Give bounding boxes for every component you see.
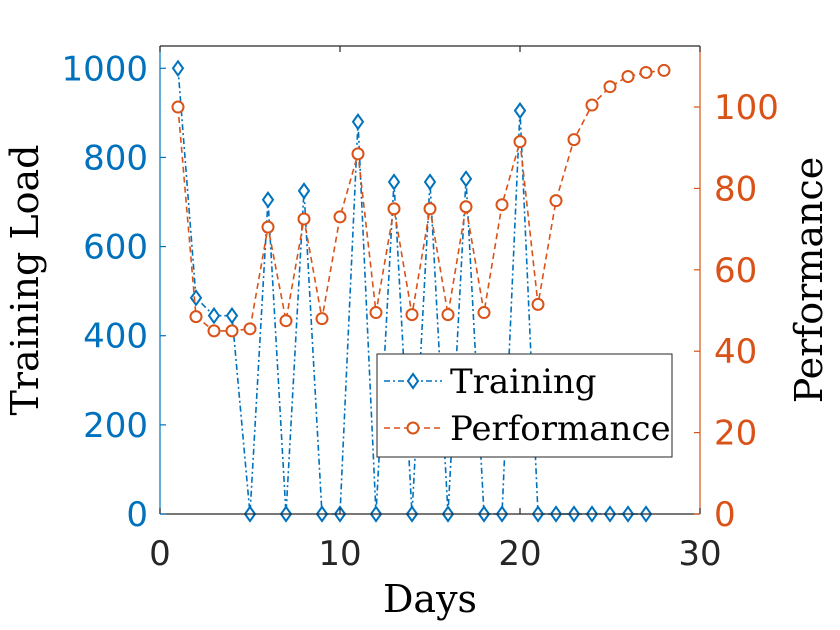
data-point-performance bbox=[639, 65, 653, 79]
y-left-tick-label: 600 bbox=[83, 228, 148, 268]
y-axis-left-label: Training Load bbox=[3, 145, 47, 416]
data-point-performance bbox=[549, 194, 563, 208]
data-point-training bbox=[351, 113, 365, 131]
data-point-performance bbox=[603, 80, 617, 94]
y-axis-right-label: Performance bbox=[787, 157, 831, 404]
data-point-performance bbox=[441, 308, 455, 322]
data-point-training bbox=[225, 306, 239, 325]
legend-marker-performance bbox=[406, 421, 420, 435]
data-point-performance bbox=[585, 98, 599, 112]
data-point-performance bbox=[567, 133, 581, 147]
data-point-performance bbox=[333, 210, 347, 224]
y-right-tick-label: 60 bbox=[714, 251, 757, 291]
y-left-tick-label: 0 bbox=[126, 495, 148, 535]
data-point-training bbox=[261, 191, 275, 209]
data-point-training bbox=[387, 173, 401, 191]
x-tick-label: 20 bbox=[498, 534, 541, 574]
legend-marker-training bbox=[406, 372, 420, 390]
data-point-performance bbox=[369, 306, 383, 320]
data-point-performance bbox=[621, 70, 635, 84]
data-point-training bbox=[423, 173, 437, 191]
data-point-performance bbox=[351, 147, 365, 161]
data-point-performance bbox=[423, 202, 437, 216]
data-point-performance bbox=[189, 310, 203, 324]
data-point-training bbox=[459, 170, 473, 188]
data-point-performance bbox=[297, 212, 311, 226]
axes-frame bbox=[159, 45, 701, 515]
data-point-performance bbox=[477, 306, 491, 320]
data-point-performance bbox=[495, 198, 509, 212]
legend-box bbox=[376, 353, 673, 458]
y-right-tick-label: 100 bbox=[714, 88, 779, 128]
data-point-performance bbox=[657, 63, 671, 77]
data-point-performance bbox=[315, 312, 329, 326]
legend-label-performance: Performance bbox=[450, 409, 671, 449]
legend: Training Performance bbox=[376, 353, 673, 458]
y-left-tick-label: 1000 bbox=[61, 49, 148, 89]
y-left-tick-label: 200 bbox=[83, 406, 148, 446]
x-tick-label: 10 bbox=[318, 534, 361, 574]
y-left-tick-label: 400 bbox=[83, 317, 148, 357]
x-tick-label: 0 bbox=[149, 534, 171, 574]
series-line-performance bbox=[177, 69, 665, 332]
legend-label-training: Training bbox=[450, 362, 597, 402]
data-point-performance bbox=[405, 308, 419, 322]
x-tick-label: 30 bbox=[678, 534, 721, 574]
data-point-training bbox=[513, 101, 527, 120]
data-point-performance bbox=[459, 200, 473, 214]
data-point-performance bbox=[243, 322, 257, 336]
x-axis-label: Days bbox=[383, 577, 477, 621]
data-point-training bbox=[207, 306, 221, 325]
data-point-performance bbox=[225, 324, 239, 338]
data-point-training bbox=[171, 59, 185, 78]
data-point-performance bbox=[531, 297, 545, 311]
data-point-training bbox=[189, 289, 203, 307]
y-left-tick-label: 800 bbox=[83, 138, 148, 178]
data-point-performance bbox=[513, 135, 527, 149]
y-right-tick-label: 0 bbox=[714, 495, 736, 535]
data-point-performance bbox=[387, 202, 401, 216]
y-right-tick-label: 20 bbox=[714, 414, 757, 454]
y-right-tick-label: 80 bbox=[714, 169, 757, 209]
y-right-tick-label: 40 bbox=[714, 332, 757, 372]
series-layer bbox=[171, 59, 671, 523]
data-point-performance bbox=[171, 100, 185, 114]
data-point-performance bbox=[261, 220, 275, 234]
data-point-performance bbox=[279, 314, 293, 328]
data-point-performance bbox=[207, 324, 221, 338]
data-point-training bbox=[297, 182, 311, 200]
